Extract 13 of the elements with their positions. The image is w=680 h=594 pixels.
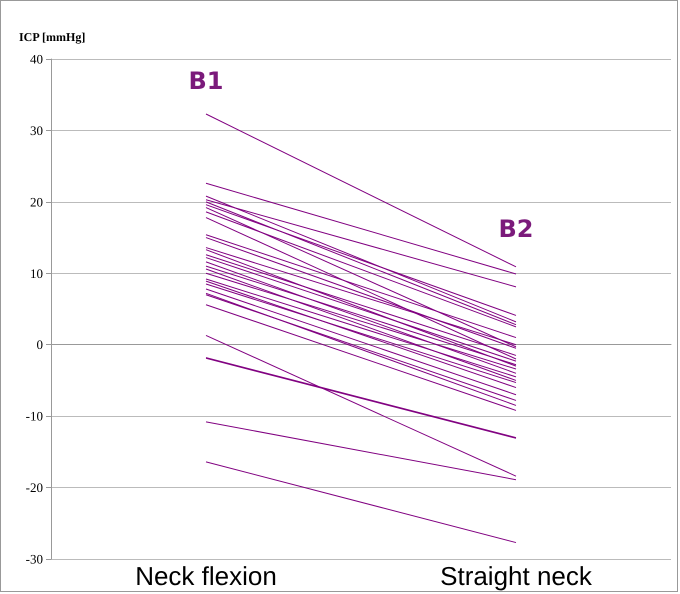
- y-tick-label: -30: [26, 552, 43, 566]
- y-tick-label: 30: [30, 122, 43, 138]
- y-tick-label: 40: [30, 52, 43, 66]
- annotation: B2: [498, 215, 534, 243]
- y-tick-label: 20: [30, 194, 43, 210]
- y-axis-title: ICP [mmHg]: [19, 30, 86, 44]
- y-tick-label: 10: [30, 266, 43, 281]
- y-tick-label: -10: [26, 408, 43, 424]
- y-tick-label: -20: [26, 480, 43, 496]
- y-tick-label: 0: [36, 337, 43, 352]
- x-tick-label: Neck flexion: [135, 561, 277, 591]
- x-tick-label: Straight neck: [440, 561, 593, 591]
- annotation: B1: [188, 67, 224, 95]
